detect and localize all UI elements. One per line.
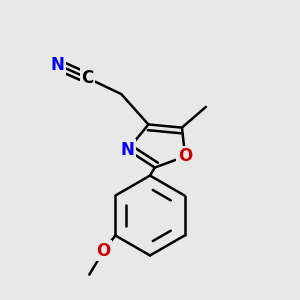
Text: C: C bbox=[82, 69, 94, 87]
Text: O: O bbox=[97, 242, 111, 260]
Text: N: N bbox=[121, 141, 135, 159]
Text: O: O bbox=[178, 147, 192, 165]
Text: N: N bbox=[50, 56, 64, 74]
